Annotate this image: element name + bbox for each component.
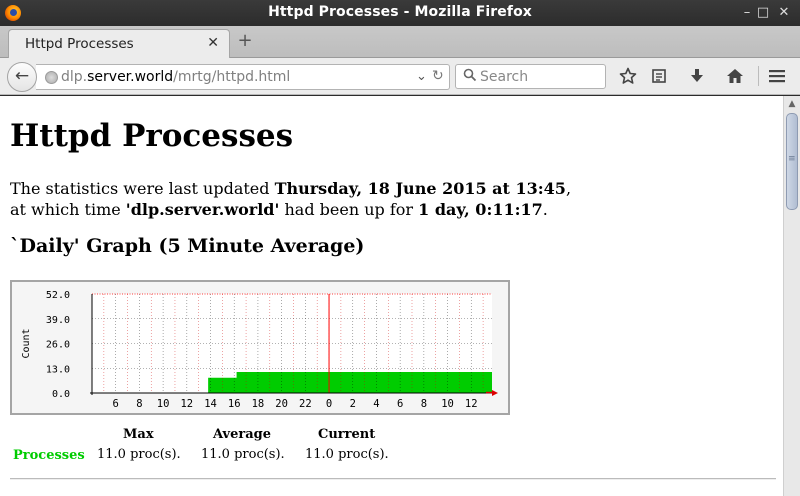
tab-strip: Httpd Processes ✕ + [0, 26, 800, 59]
url-prefix: dlp. [61, 69, 88, 85]
x-tick-label: 18 [252, 398, 265, 410]
search-input[interactable] [480, 67, 600, 86]
tab-httpd-processes[interactable]: Httpd Processes ✕ [8, 29, 230, 59]
url-text[interactable]: dlp.server.world/mrtg/httpd.html [61, 69, 290, 85]
x-tick-label: 12 [180, 398, 193, 410]
download-icon[interactable] [685, 64, 709, 88]
x-tick-label: 4 [373, 398, 379, 410]
page-content: Httpd Processes The statistics were last… [0, 96, 783, 496]
search-box[interactable] [455, 64, 606, 89]
home-icon[interactable] [723, 64, 747, 88]
menu-icon[interactable] [765, 64, 789, 88]
stats-line-2: at which time 'dlp.server.world' had bee… [10, 200, 548, 219]
tab-close-icon[interactable]: ✕ [207, 35, 219, 51]
new-tab-icon[interactable]: + [237, 30, 253, 51]
x-tick-label: 8 [421, 398, 427, 410]
stats-comma: , [565, 179, 572, 198]
legend-series-processes: Processes [13, 448, 85, 463]
x-tick-label: 14 [204, 398, 217, 410]
x-tick-label: 6 [397, 398, 403, 410]
x-tick-label: 10 [157, 398, 170, 410]
legend-header-average: Average [213, 427, 272, 442]
vertical-scrollbar[interactable]: ▲ [783, 96, 800, 496]
x-tick-label: 6 [113, 398, 119, 410]
stats2-mid: had been up for [279, 200, 419, 219]
legend-value-average: 11.0 proc(s). [201, 447, 285, 462]
firefox-logo-icon [5, 5, 21, 21]
url-host: server.world [87, 69, 174, 85]
page-title: Httpd Processes [10, 118, 294, 154]
x-tick-label: 8 [136, 398, 142, 410]
navigation-bar: dlp.server.world/mrtg/httpd.html ⌄ ↻ ← [0, 58, 800, 95]
legend-header-current: Current [318, 427, 376, 442]
host-name: 'dlp.server.world' [125, 200, 280, 219]
uptime-value: 1 day, 0:11:17 [418, 200, 543, 219]
bookmark-star-icon[interactable] [616, 64, 640, 88]
x-tick-label: 16 [228, 398, 241, 410]
tab-label: Httpd Processes [25, 36, 134, 52]
back-button[interactable]: ← [7, 62, 37, 92]
site-identity-icon[interactable] [45, 71, 58, 84]
reading-list-icon[interactable] [647, 64, 671, 88]
y-tick-label: 0.0 [52, 389, 70, 400]
x-tick-label: 2 [350, 398, 356, 410]
daily-graph-svg: 52.0 39.0 26.0 13.0 0.0 6 8 10 12 14 16 18 20 22 0 2 4 6 8… [21, 290, 498, 410]
daily-graph: 52.0 39.0 26.0 13.0 0.0 6 8 10 12 14 16 18 20 22 0 2 4 6 8… [10, 280, 510, 415]
stats-date: Thursday, 18 June 2015 at 13:45 [274, 179, 566, 198]
y-tick-label: 13.0 [46, 364, 70, 375]
window-close-button[interactable]: ✕ [778, 5, 790, 20]
reload-icon[interactable]: ↻ [432, 68, 444, 84]
x-tick-label: 12 [465, 398, 478, 410]
scrollbar-thumb[interactable] [786, 113, 798, 210]
minimize-button[interactable]: – [743, 5, 751, 20]
x-tick-label: 0 [326, 398, 332, 410]
y-tick-label: 39.0 [46, 315, 70, 326]
horizontal-rule [10, 478, 776, 480]
x-tick-label: 20 [275, 398, 288, 410]
stats2-period: . [542, 200, 548, 219]
graph-title: `Daily' Graph (5 Minute Average) [10, 235, 365, 257]
y-tick-label: 26.0 [46, 340, 70, 351]
y-axis-label: Count [21, 328, 32, 358]
toolbar-separator [758, 66, 759, 86]
stats-line-1: The statistics were last updated Thursda… [10, 179, 571, 198]
stats-prefix: The statistics were last updated [10, 179, 275, 198]
search-icon [463, 68, 477, 86]
window-title-bar: Httpd Processes - Mozilla Firefox – □ ✕ [0, 0, 800, 26]
y-tick-label: 52.0 [46, 290, 70, 301]
legend-value-max: 11.0 proc(s). [97, 447, 181, 462]
url-history-dropdown-icon[interactable]: ⌄ [416, 69, 427, 84]
series-processes-area [208, 372, 493, 393]
scroll-up-arrow-icon[interactable]: ▲ [788, 99, 796, 109]
stats2-prefix: at which time [10, 200, 126, 219]
x-tick-label: 10 [441, 398, 454, 410]
url-bar[interactable]: dlp.server.world/mrtg/httpd.html ⌄ ↻ [36, 64, 450, 90]
legend-header-max: Max [123, 427, 154, 442]
url-path: /mrtg/httpd.html [173, 69, 291, 85]
legend-value-current: 11.0 proc(s). [305, 447, 389, 462]
maximize-button[interactable]: □ [756, 5, 770, 20]
window-title: Httpd Processes - Mozilla Firefox [268, 4, 532, 20]
x-tick-label: 22 [299, 398, 312, 410]
